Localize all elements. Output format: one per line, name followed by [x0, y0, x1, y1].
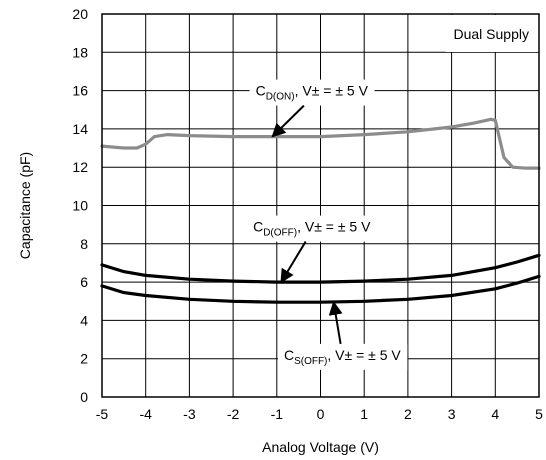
x-tick-label: 0	[317, 406, 325, 422]
annotation-2: CS(OFF), V± = ± 5 V	[277, 300, 408, 370]
data-series	[100, 117, 541, 304]
legend-box: Dual Supply	[445, 15, 538, 52]
y-tick-label: 4	[80, 312, 88, 328]
grid-lines	[101, 13, 540, 398]
x-tick-label: 3	[448, 406, 456, 422]
x-tick-label: -4	[139, 406, 152, 422]
x-tick-label: 4	[491, 406, 499, 422]
x-tick-label: 1	[360, 406, 368, 422]
plot-frame	[101, 13, 540, 398]
annotation-0: CD(ON), V± = ± 5 V	[249, 79, 375, 138]
x-tick-label: -3	[183, 406, 196, 422]
y-tick-label: 6	[80, 274, 88, 290]
x-tick-label: -2	[227, 406, 240, 422]
series-line-d-on	[100, 117, 541, 170]
y-tick-label: 14	[72, 121, 88, 137]
legend-box-label: Dual Supply	[454, 26, 530, 42]
annotation-bg	[247, 215, 378, 242]
series-line-s-off	[100, 274, 541, 304]
annotation-label: CD(OFF), V± = ± 5 V	[253, 219, 371, 239]
x-axis-label: Analog Voltage (V)	[262, 439, 379, 455]
y-tick-label: 20	[72, 6, 88, 22]
x-tick-label: 5	[535, 406, 543, 422]
annotations: CD(ON), V± = ± 5 V CD(OFF), V± = ± 5 V CS(…	[247, 79, 408, 370]
x-tick-label: 2	[404, 406, 412, 422]
annotation-1: CD(OFF), V± = ± 5 V	[247, 215, 378, 284]
y-tick-label: 2	[80, 351, 88, 367]
annotation-label: CD(ON), V± = ± 5 V	[256, 83, 369, 103]
annotation-arrow	[328, 300, 343, 345]
y-tick-label: 8	[80, 236, 88, 252]
series-line-d-off	[100, 253, 541, 284]
y-tick-label: 12	[72, 159, 88, 175]
x-tick-label: -5	[96, 406, 109, 422]
annotation-label: CS(OFF), V± = ± 5 V	[284, 347, 401, 367]
y-tick-label: 0	[80, 389, 88, 405]
annotation-arrow	[280, 241, 307, 284]
y-tick-label: 16	[72, 83, 88, 99]
annotation-bg	[249, 79, 375, 106]
x-tick-label: -1	[271, 406, 284, 422]
annotation-bg	[277, 343, 408, 370]
y-axis-label: Capacitance (pF)	[17, 152, 33, 259]
y-tick-label: 10	[72, 198, 88, 214]
y-tick-label: 18	[72, 44, 88, 60]
annotation-arrow	[271, 104, 305, 138]
